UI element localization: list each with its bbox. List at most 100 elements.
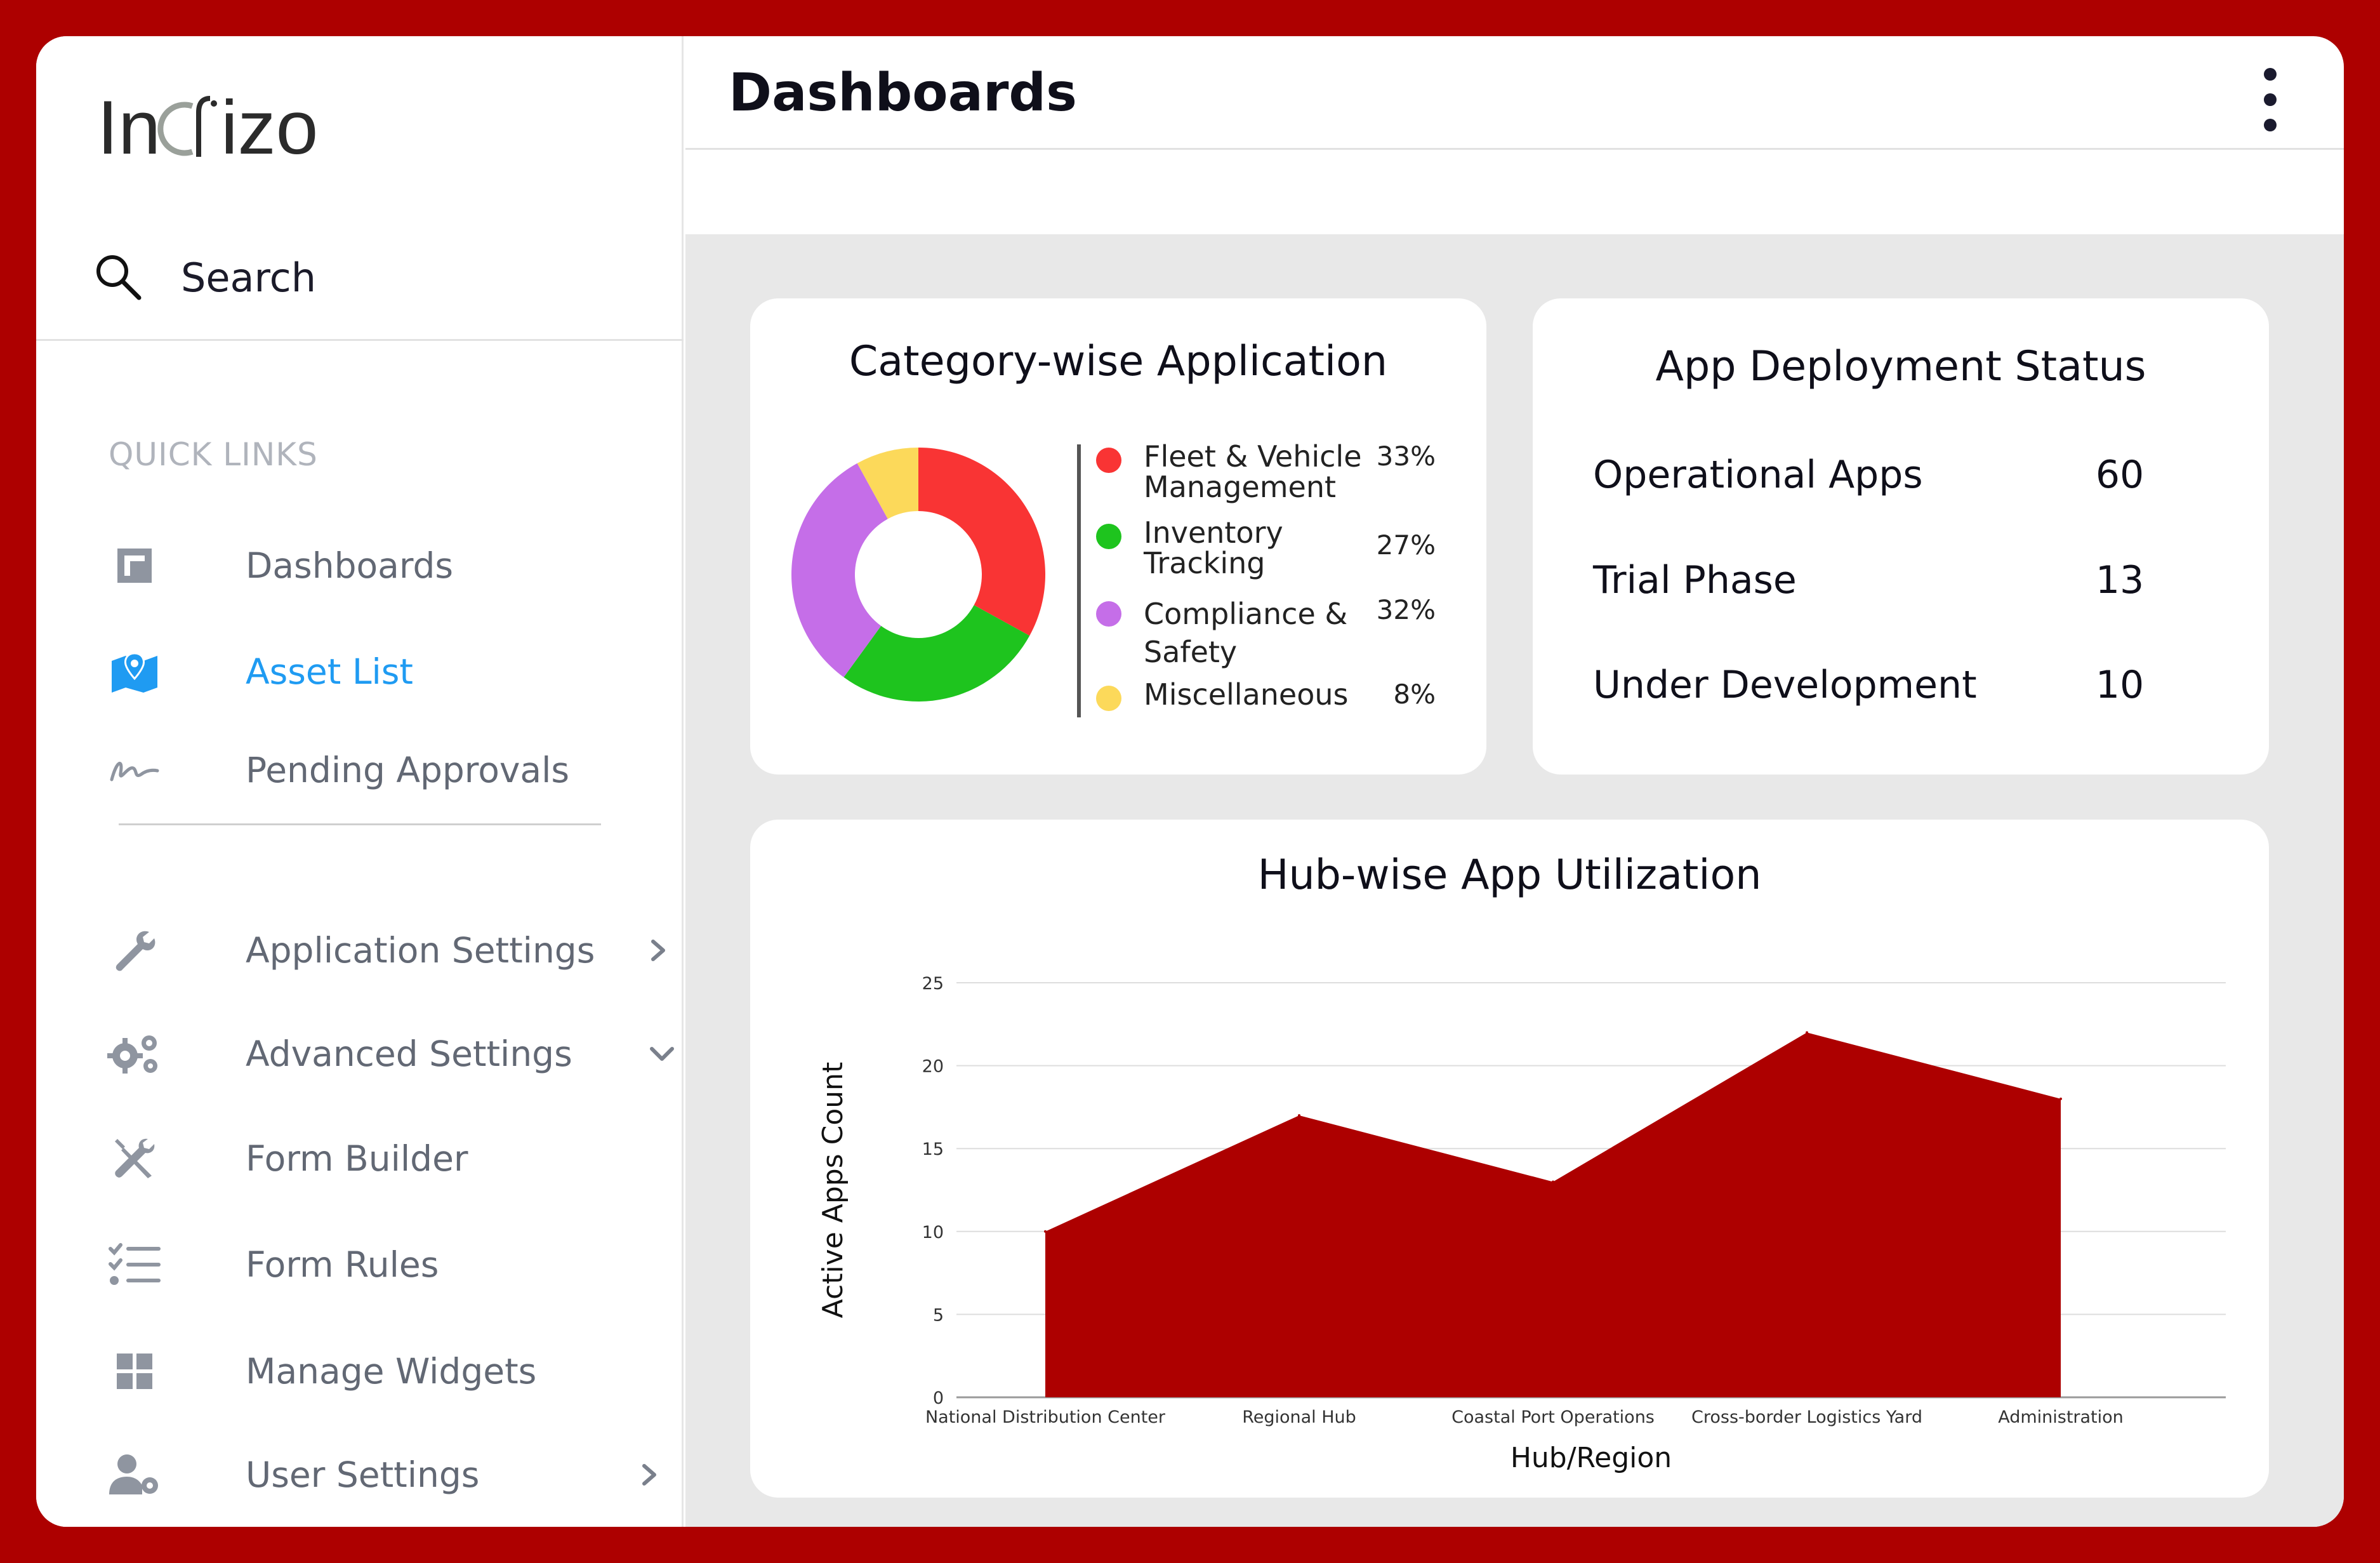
donut-slice-compliance-safety[interactable] [791,463,888,677]
sidebar-item-label: Asset List [246,651,413,692]
svg-text:izo: izo [221,85,318,170]
sidebar-item-label: Pending Approvals [246,750,570,790]
x-tick-label: Regional Hub [1242,1407,1356,1427]
legend-swatch [1096,601,1121,627]
y-axis-label: Active Apps Count [817,1062,849,1319]
stat-label: Operational Apps [1593,453,1923,497]
hub-card-title: Hub-wise App Utilization [1257,851,1762,899]
divider [685,148,2344,150]
divider [36,339,684,341]
sidebar-item-label: Application Settings [246,930,595,971]
y-tick-label: 20 [922,1057,944,1077]
page-title: Dashboards [729,63,1077,123]
stat-row-development: Under Development 10 [1593,660,2164,710]
legend-percent: 27% [1376,529,1436,561]
legend-item: Compliance & Safety 32% [1096,595,1436,671]
legend-percent: 8% [1393,679,1436,710]
signature-icon [106,742,163,799]
data-point[interactable] [1806,1031,1808,1034]
legend-item: Miscellaneous 8% [1096,679,1436,711]
tools-icon [106,1130,163,1187]
sidebar-item-form-rules[interactable]: Form Rules [106,1233,439,1296]
hub-area-chart: 0 5 10 15 20 25 National Distribution Center Re… [817,974,2226,1474]
sidebar-item-label: User Settings [246,1454,480,1495]
divider [119,823,601,825]
donut-slice-miscellaneous[interactable] [857,448,918,519]
category-donut-chart [791,448,1045,702]
y-tick-label: 15 [922,1140,944,1159]
legend-label: Inventory Tracking [1144,515,1283,580]
sidebar-item-dashboards[interactable]: Dashboards [106,534,453,597]
gears-icon [106,1025,163,1082]
legend-swatch [1096,524,1121,549]
sidebar-item-advanced-settings[interactable]: Advanced Settings [106,1022,674,1086]
chevron-right-icon[interactable] [639,931,677,969]
chevron-right-icon[interactable] [630,1456,668,1494]
sidebar-item-form-builder[interactable]: Form Builder [106,1127,468,1190]
sidebar-item-label: Advanced Settings [246,1034,572,1074]
data-point[interactable] [1552,1180,1554,1183]
deploy-status-card: App Deployment Status Operational Apps 6… [1533,298,2269,775]
sidebar-item-application-settings[interactable]: Application Settings [106,919,665,982]
legend-label: Fleet & Vehicle Management [1144,439,1362,504]
checklist-icon [106,1236,163,1293]
stat-value: 60 [2095,453,2145,497]
x-tick-label: Administration [1998,1407,2124,1427]
stat-row-trial: Trial Phase 13 [1593,555,2164,606]
sidebar-item-manage-widgets[interactable]: Manage Widgets [106,1340,536,1403]
category-card-title: Category-wise Application [849,338,1388,385]
donut-slice-fleet-vehicle-management[interactable] [918,448,1045,636]
y-tick-label: 0 [933,1388,944,1408]
chevron-down-icon[interactable] [643,1035,681,1073]
x-tick-label: National Distribution Center [925,1407,1166,1427]
legend-divider [1077,444,1081,717]
sidebar-search[interactable]: Search [93,246,316,309]
brand-logo[interactable]: In izo [97,81,326,176]
svg-text:In: In [97,85,161,170]
legend-swatch [1096,448,1121,473]
map-pin-icon [106,643,163,700]
category-card: Category-wise Application Fleet & Vehicl… [750,298,1486,775]
sidebar-item-pending-approvals[interactable]: Pending Approvals [106,738,569,802]
more-options-icon[interactable] [2251,62,2289,138]
stat-row-operational: Operational Apps 60 [1593,449,2164,500]
sidebar-item-asset-list[interactable]: Asset List [106,640,413,703]
y-tick-label: 25 [922,974,944,994]
sidebar: In izo Search QUICK LINKS Dashboards [36,36,684,1527]
sidebar-item-label: Form Rules [246,1244,439,1285]
legend-swatch [1096,686,1121,711]
data-point[interactable] [2059,1097,2062,1100]
stat-value: 10 [2095,663,2145,707]
stat-label: Under Development [1593,663,1977,707]
search-icon [96,255,142,300]
search-label: Search [181,254,317,301]
legend-label: Miscellaneous [1144,677,1349,712]
y-tick-label: 5 [933,1305,944,1325]
stat-label: Trial Phase [1593,558,1797,602]
legend-percent: 32% [1376,594,1436,625]
x-tick-label: Cross-border Logistics Yard [1691,1407,1922,1427]
legend-label: Compliance & Safety [1144,597,1348,669]
legend-item: Fleet & Vehicle Management 33% [1096,441,1436,502]
legend-item: Inventory Tracking 27% [1096,517,1436,578]
data-point[interactable] [1044,1230,1047,1233]
sidebar-item-user-settings[interactable]: User Settings [106,1443,656,1506]
app-window: In izo Search QUICK LINKS Dashboards [36,36,2344,1527]
user-gear-icon [106,1446,163,1503]
dashboard-icon [106,537,163,594]
y-tick-label: 10 [922,1223,944,1242]
legend-percent: 33% [1376,441,1436,472]
grid-icon [106,1343,163,1400]
deploy-card-title: App Deployment Status [1655,343,2146,390]
sidebar-item-label: Manage Widgets [246,1351,537,1392]
sidebar-item-label: Form Builder [246,1138,468,1179]
x-tick-label: Coastal Port Operations [1451,1407,1655,1427]
wrench-icon [106,922,163,979]
stat-value: 13 [2095,558,2145,602]
donut-slice-inventory-tracking[interactable] [843,605,1030,702]
quick-links-title: QUICK LINKS [109,436,318,473]
hub-utilization-card: Hub-wise App Utilization 0 5 10 15 20 25 Natio… [750,820,2269,1498]
data-point[interactable] [1298,1114,1300,1117]
sidebar-item-label: Dashboards [246,545,454,586]
area-series[interactable] [1045,1032,2061,1397]
